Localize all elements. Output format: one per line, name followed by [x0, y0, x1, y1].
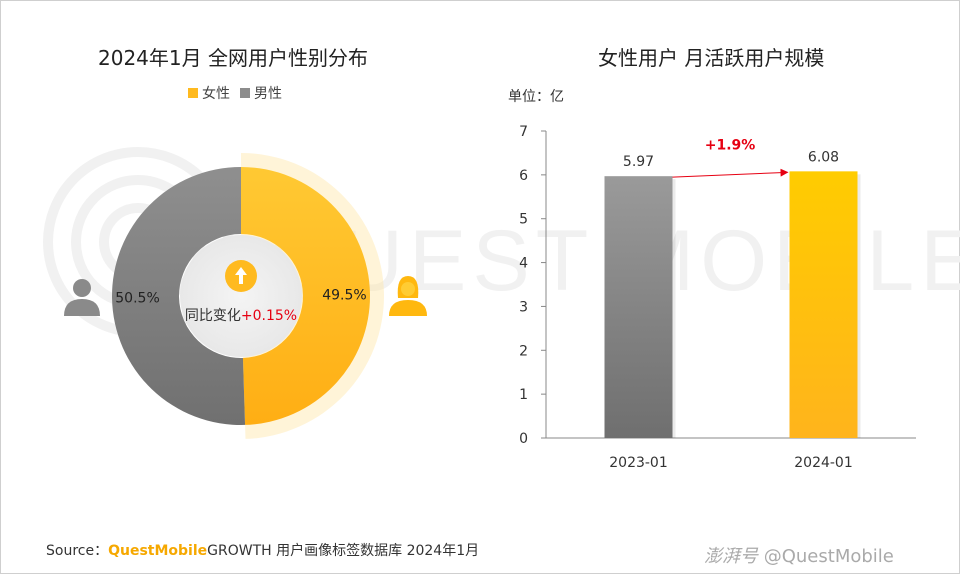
pie-label-male: 50.5%: [115, 291, 159, 307]
y-tick-label: 4: [519, 256, 528, 272]
bar: [604, 176, 673, 438]
source-label: Source：: [46, 543, 109, 559]
y-tick-label: 1: [519, 387, 528, 403]
bar-value-label: 5.97: [623, 154, 654, 170]
pie-center-text: 同比变化+0.15%: [185, 308, 297, 324]
right-chart-title: 女性用户 月活跃用户规模: [598, 46, 825, 70]
x-tick-label: 2023-01: [609, 455, 668, 471]
x-tick-label: 2024-01: [794, 455, 853, 471]
legend-swatch-female: [188, 88, 198, 98]
pie-slice-female: [241, 167, 371, 425]
y-tick-label: 3: [519, 299, 528, 315]
source-footer: Source：QuestMobileGROWTH 用户画像标签数据库 2024年…: [46, 540, 479, 560]
bar-chart: 0 1 2 3 4 5 6 7 5.97 2023-01 6.08 2024-01 +1.9%: [519, 124, 916, 471]
female-user-icon-face: [401, 282, 415, 296]
y-tick-label: 6: [519, 168, 528, 184]
pie-label-female: 49.5%: [322, 287, 366, 303]
left-chart-title: 2024年1月 全网用户性别分布: [98, 46, 368, 70]
female-user-icon-body: [389, 300, 427, 316]
pie-chart: 49.5% 50.5% 同比变化+0.15%: [64, 153, 427, 439]
y-tick-label: 7: [519, 124, 528, 140]
y-tick-label: 0: [519, 431, 528, 447]
bar: [789, 171, 858, 438]
legend-label-female: 女性: [202, 86, 230, 102]
center-change-value: +0.15%: [241, 308, 297, 324]
pie-legend: 女性 男性: [188, 83, 282, 103]
source-text: GROWTH 用户画像标签数据库 2024年1月: [207, 543, 480, 559]
source-brand: QuestMobile: [108, 543, 208, 559]
growth-arrow: [672, 168, 789, 178]
bar-value-label: 6.08: [808, 149, 839, 165]
legend-item-female: 女性: [188, 83, 230, 103]
male-user-icon-body: [64, 299, 100, 316]
legend-item-male: 男性: [240, 83, 282, 103]
y-tick-label: 5: [519, 212, 528, 228]
legend-swatch-male: [240, 88, 250, 98]
pie-slice-male: [112, 167, 246, 425]
credit: 澎湃号 @QuestMobile: [704, 542, 894, 568]
y-tick-label: 2: [519, 343, 528, 359]
legend-label-male: 男性: [254, 86, 282, 102]
credit-site: 澎湃号: [704, 546, 758, 567]
male-user-icon: [73, 279, 91, 297]
credit-handle: @QuestMobile: [763, 546, 894, 567]
center-change-label: 同比变化: [185, 308, 241, 324]
unit-label: 单位：亿: [508, 89, 564, 105]
growth-label: +1.9%: [705, 137, 756, 153]
pie-center: [180, 235, 302, 357]
up-arrow-glyph: [235, 267, 247, 284]
